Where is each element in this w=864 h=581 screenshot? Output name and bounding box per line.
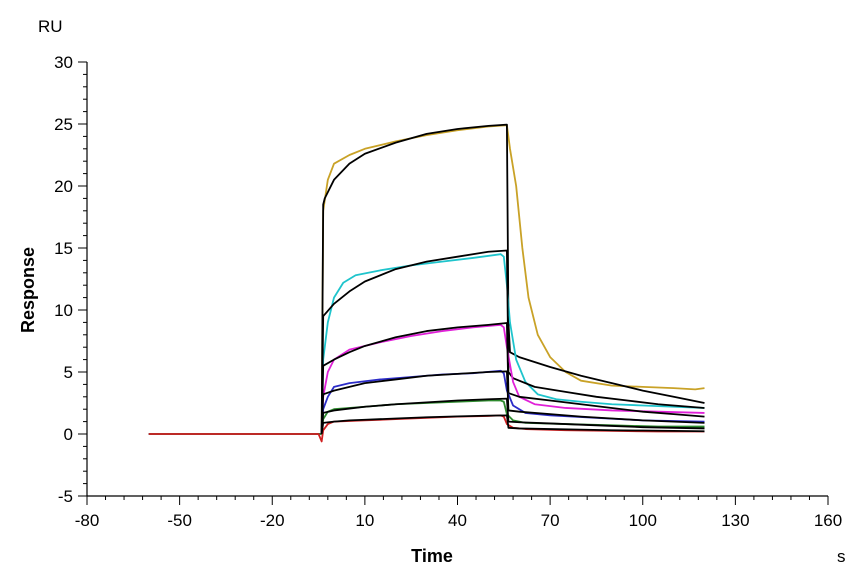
fit-curve-3 — [320, 249, 705, 435]
x-tick-label: -80 — [75, 511, 100, 530]
x-tick-label: 40 — [448, 511, 467, 530]
y-tick-label: 0 — [64, 425, 73, 444]
y-tick-label: 30 — [54, 53, 73, 72]
fit-curve-11 — [320, 414, 705, 435]
x-tick-label: -20 — [260, 511, 285, 530]
response-curve-4 — [148, 323, 705, 435]
y-tick-label: 25 — [54, 115, 73, 134]
x-unit-label: s — [837, 547, 846, 566]
y-tick-label: 10 — [54, 301, 73, 320]
y-tick-label: -5 — [58, 487, 73, 506]
y-axis-title: Response — [18, 247, 38, 333]
y-tick-label: 15 — [54, 239, 73, 258]
fit-curve-9 — [320, 397, 705, 435]
fit-curve-7 — [320, 370, 705, 435]
series-layer — [148, 123, 705, 443]
x-tick-label: 70 — [541, 511, 560, 530]
x-tick-label: -50 — [167, 511, 192, 530]
y-unit-label: RU — [38, 17, 63, 36]
x-tick-label: 10 — [355, 511, 374, 530]
y-tick-label: 5 — [64, 363, 73, 382]
y-tick-label: 20 — [54, 177, 73, 196]
fit-curve-5 — [320, 322, 705, 435]
x-tick-label: 100 — [629, 511, 657, 530]
response-curve-0 — [148, 124, 705, 435]
x-tick-label: 130 — [721, 511, 749, 530]
response-curve-2 — [148, 253, 705, 435]
x-tick-label: 160 — [814, 511, 842, 530]
x-axis-title: Time — [411, 546, 453, 566]
fit-curve-1 — [320, 123, 705, 435]
